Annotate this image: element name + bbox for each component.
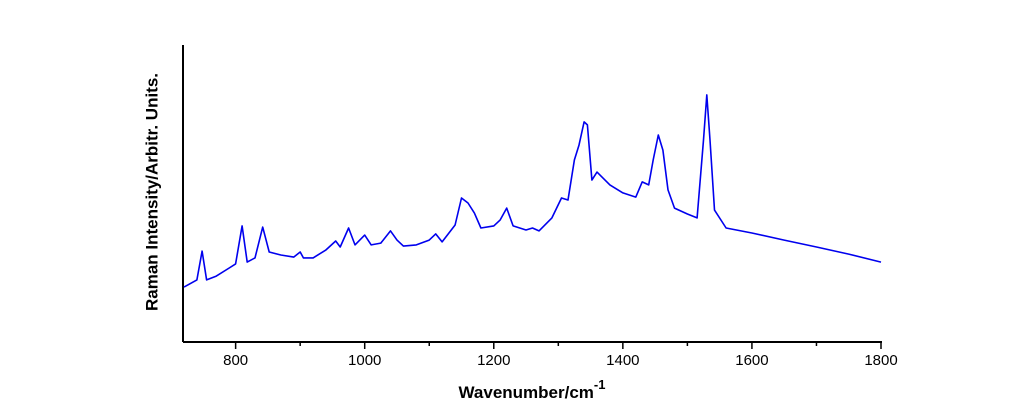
x-axis-label-superscript: -1 [594, 377, 606, 392]
y-axis-label: Raman Intensity/Arbitr. Units. [142, 73, 161, 311]
spectrum-line [183, 94, 882, 288]
x-tick-label: 800 [223, 352, 248, 369]
x-tick-label: 1000 [348, 352, 381, 369]
x-tick-label: 1800 [864, 352, 897, 369]
x-tick-label: 1400 [606, 352, 639, 369]
x-tick-label: 1200 [477, 352, 510, 369]
x-axis-label-text: Wavenumber/cm [459, 383, 594, 402]
x-axis-label: Wavenumber/cm-1 [459, 377, 606, 402]
x-tick-label: 1600 [735, 352, 768, 369]
